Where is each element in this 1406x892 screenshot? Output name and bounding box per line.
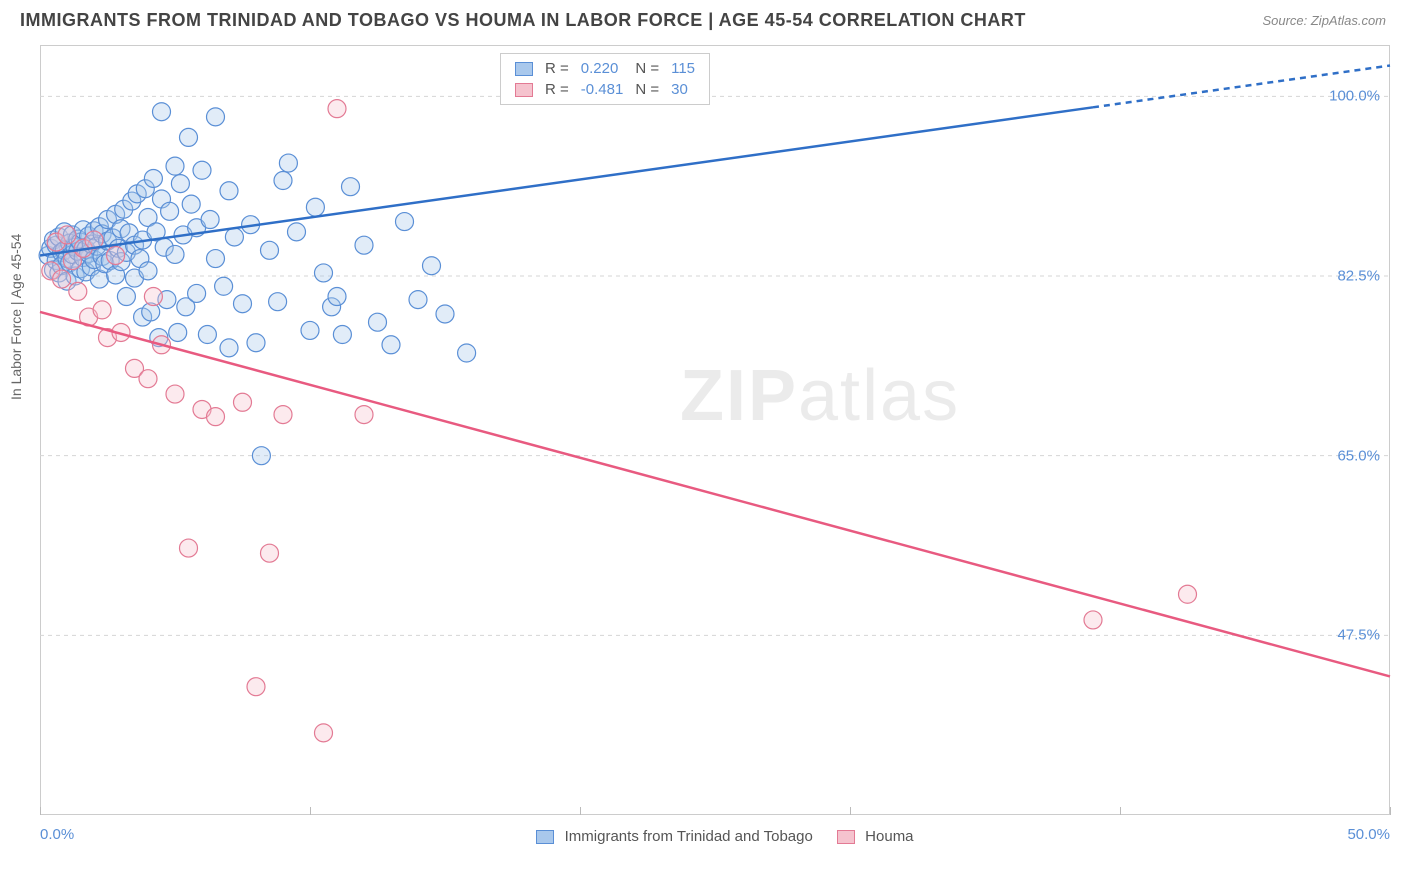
scatter-point — [1179, 585, 1197, 603]
legend-swatch-series1 — [515, 62, 533, 76]
scatter-point — [53, 270, 71, 288]
scatter-point — [315, 264, 333, 282]
scatter-point — [279, 154, 297, 172]
scatter-point — [220, 182, 238, 200]
scatter-point — [117, 288, 135, 306]
scatter-point — [169, 323, 187, 341]
scatter-point — [182, 195, 200, 213]
scatter-point — [198, 326, 216, 344]
r-label: R — [545, 60, 556, 77]
scatter-point — [1084, 611, 1102, 629]
scatter-point — [69, 282, 87, 300]
scatter-point — [252, 447, 270, 465]
scatter-point — [234, 393, 252, 411]
scatter-point — [409, 291, 427, 309]
scatter-point — [207, 108, 225, 126]
scatter-point — [58, 226, 76, 244]
scatter-point — [220, 339, 238, 357]
scatter-point — [274, 172, 292, 190]
scatter-point — [288, 223, 306, 241]
trend-line — [40, 312, 1390, 676]
scatter-point — [458, 344, 476, 362]
x-tick — [1390, 807, 1391, 815]
scatter-point — [166, 245, 184, 263]
scatter-point — [139, 370, 157, 388]
scatter-point — [382, 336, 400, 354]
correlation-legend: R = 0.220 N = 115 R = -0.481 N = 30 — [500, 53, 710, 105]
legend-label-series1: Immigrants from Trinidad and Tobago — [565, 828, 813, 845]
scatter-point — [355, 236, 373, 254]
y-tick-label: 47.5% — [1337, 627, 1380, 644]
legend-swatch-bottom-2 — [837, 830, 855, 844]
x-tick — [40, 807, 41, 815]
scatter-point — [215, 277, 233, 295]
x-tick — [850, 807, 851, 815]
scatter-point — [423, 257, 441, 275]
chart-svg — [40, 45, 1390, 815]
scatter-point — [193, 161, 211, 179]
scatter-point — [201, 211, 219, 229]
scatter-point — [234, 295, 252, 313]
n-value-series1: 115 — [665, 58, 701, 79]
scatter-point — [274, 406, 292, 424]
series-legend: Immigrants from Trinidad and Tobago Houm… — [40, 828, 1390, 845]
scatter-point — [342, 178, 360, 196]
n-value-series2: 30 — [665, 79, 701, 100]
scatter-point — [261, 544, 279, 562]
r-value-series1: 0.220 — [575, 58, 630, 79]
legend-row-series1: R = 0.220 N = 115 — [509, 58, 701, 79]
scatter-point — [161, 202, 179, 220]
legend-row-series2: R = -0.481 N = 30 — [509, 79, 701, 100]
scatter-point — [139, 262, 157, 280]
x-tick — [310, 807, 311, 815]
n-label: N — [635, 60, 646, 77]
y-tick-label: 100.0% — [1329, 88, 1380, 105]
scatter-point — [153, 103, 171, 121]
scatter-point — [436, 305, 454, 323]
x-tick — [580, 807, 581, 815]
scatter-point — [180, 128, 198, 146]
y-axis-label: In Labor Force | Age 45-54 — [8, 234, 24, 400]
scatter-point — [166, 157, 184, 175]
scatter-point — [207, 408, 225, 426]
legend-label-series2: Houma — [865, 828, 913, 845]
scatter-point — [93, 301, 111, 319]
plot-area: ZIPatlas 47.5%65.0%82.5%100.0% R = 0.220… — [40, 45, 1390, 815]
legend-swatch-series2 — [515, 83, 533, 97]
scatter-point — [328, 100, 346, 118]
scatter-point — [261, 241, 279, 259]
scatter-point — [269, 293, 287, 311]
scatter-point — [144, 169, 162, 187]
y-tick-label: 65.0% — [1337, 447, 1380, 464]
scatter-point — [369, 313, 387, 331]
scatter-point — [225, 228, 243, 246]
scatter-point — [107, 246, 125, 264]
scatter-point — [247, 678, 265, 696]
y-tick-label: 82.5% — [1337, 268, 1380, 285]
trend-line — [40, 107, 1093, 255]
title-bar: IMMIGRANTS FROM TRINIDAD AND TOBAGO VS H… — [0, 0, 1406, 39]
source-attribution: Source: ZipAtlas.com — [1262, 13, 1386, 28]
scatter-point — [171, 175, 189, 193]
scatter-point — [144, 288, 162, 306]
scatter-point — [328, 288, 346, 306]
scatter-point — [355, 406, 373, 424]
scatter-point — [306, 198, 324, 216]
scatter-point — [315, 724, 333, 742]
chart-title: IMMIGRANTS FROM TRINIDAD AND TOBAGO VS H… — [20, 10, 1026, 31]
legend-swatch-bottom-1 — [536, 830, 554, 844]
x-tick — [1120, 807, 1121, 815]
scatter-point — [247, 334, 265, 352]
scatter-point — [396, 213, 414, 231]
scatter-point — [207, 250, 225, 268]
scatter-point — [333, 326, 351, 344]
scatter-point — [180, 539, 198, 557]
scatter-point — [301, 321, 319, 339]
scatter-point — [188, 284, 206, 302]
r-value-series2: -0.481 — [575, 79, 630, 100]
scatter-point — [166, 385, 184, 403]
